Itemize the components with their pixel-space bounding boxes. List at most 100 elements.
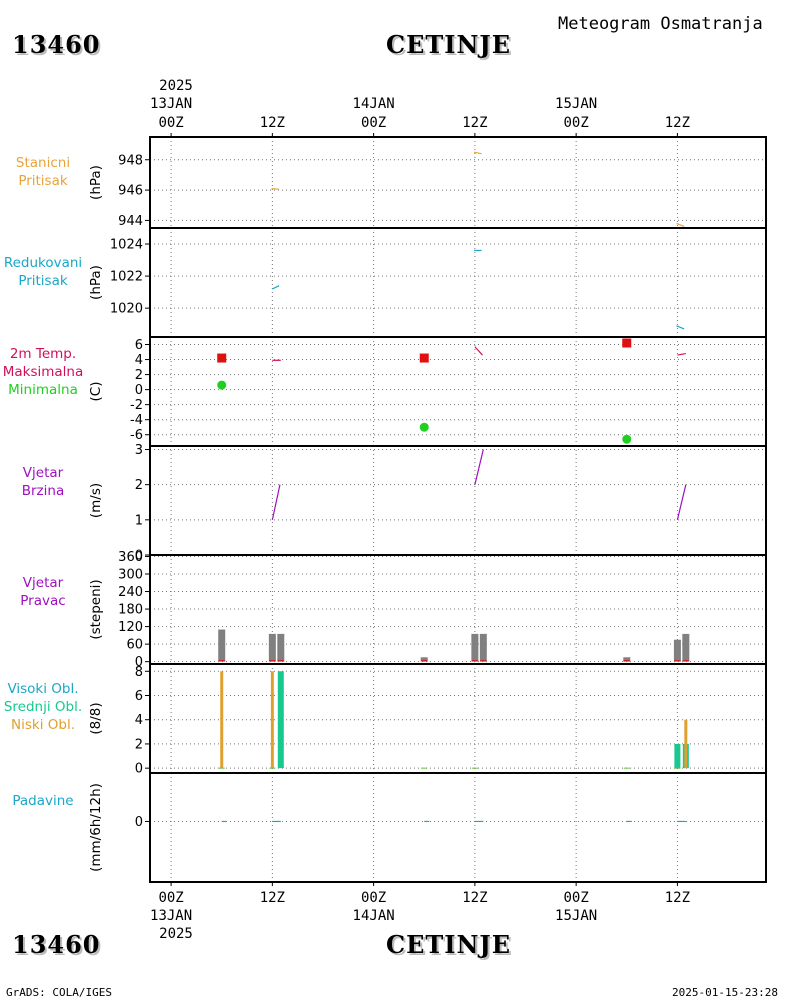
direction-bar <box>471 633 479 662</box>
mid-cloud-bar <box>674 743 681 769</box>
y-tick-label: 4 <box>135 713 143 728</box>
panel-frame <box>149 663 767 774</box>
max-temp-marker <box>419 353 429 363</box>
panel-frame <box>149 772 767 883</box>
footer-station-code: 13460 <box>12 930 101 959</box>
panel-label: Pravac <box>20 593 66 609</box>
direction-bar <box>420 657 428 662</box>
y-tick-label: 120 <box>118 620 143 635</box>
y-tick-label: 0 <box>135 815 143 830</box>
top-hour-label: 12Z <box>462 115 488 131</box>
panel-label: Vjetar <box>22 575 64 591</box>
y-tick-label: 944 <box>118 214 143 229</box>
y-tick-label: 2 <box>135 737 143 752</box>
top-year-label: 2025 <box>159 78 193 94</box>
panel-label: Pritisak <box>18 273 68 289</box>
station-name: CETINJE <box>386 30 512 59</box>
series-line <box>676 484 687 520</box>
y-tick-label: 240 <box>118 585 143 600</box>
min-temp-marker <box>419 422 429 432</box>
panel-label: Redukovani <box>3 255 83 271</box>
panel-frame <box>149 445 767 556</box>
series-line <box>271 187 280 190</box>
panel-label: 2m Temp. <box>9 346 77 362</box>
series-line <box>473 151 482 155</box>
footer-credit: GrADS: COLA/IGES <box>6 986 112 999</box>
series-line <box>271 484 281 520</box>
y-axis-label: (hPa) <box>88 265 104 300</box>
panel-label: Pritisak <box>18 173 68 189</box>
footer-timestamp: 2025-01-15-23:28 <box>672 986 778 999</box>
panel-frame <box>149 336 767 447</box>
y-tick-label: 6 <box>135 338 143 353</box>
mid-cloud-bar <box>277 671 284 769</box>
top-date-label: 15JAN <box>555 96 598 112</box>
series-line <box>474 449 484 485</box>
bottom-hour-label: 12Z <box>259 890 285 906</box>
y-tick-label: 4 <box>135 353 143 368</box>
max-temp-marker <box>217 353 227 363</box>
y-tick-label: 0 <box>135 762 143 777</box>
direction-bar <box>682 633 690 662</box>
top-hour-label: 00Z <box>360 115 387 131</box>
direction-bar <box>479 633 487 662</box>
y-axis-label: (stepeni) <box>88 579 104 639</box>
y-tick-label: 1020 <box>110 302 143 317</box>
bottom-hour-label: 00Z <box>563 890 589 906</box>
y-tick-label: 1022 <box>110 270 143 285</box>
low-cloud-bar <box>684 719 688 769</box>
direction-bar <box>218 629 226 662</box>
y-tick-label: 948 <box>118 153 143 168</box>
top-hour-label: 12Z <box>664 115 691 131</box>
y-tick-label: -4 <box>130 413 143 428</box>
bottom-date-label: 13JAN <box>150 908 193 924</box>
panel-label: Srednji Obl. <box>3 699 83 715</box>
min-temp-marker <box>217 380 227 390</box>
panel-label: Visoki Obl. <box>7 681 79 697</box>
min-temp-marker <box>622 434 632 444</box>
temp-line <box>677 352 686 356</box>
y-tick-label: 300 <box>118 567 143 582</box>
footer-station-name: CETINJE <box>386 930 512 959</box>
y-tick-label: -6 <box>130 428 143 443</box>
y-axis-label: (8/8) <box>88 702 104 734</box>
series-line <box>676 222 685 228</box>
low-cloud-bar <box>220 671 224 769</box>
y-axis-label: (C) <box>88 382 104 402</box>
y-axis-label: (m/s) <box>88 483 104 518</box>
panel-frame <box>149 136 767 229</box>
top-date-label: 14JAN <box>352 96 395 112</box>
y-tick-label: 0 <box>135 655 143 670</box>
panel-label: Stanicni <box>15 155 71 171</box>
panel-label: Niski Obl. <box>11 717 75 733</box>
y-tick-label: 180 <box>118 603 143 618</box>
top-hour-label: 00Z <box>563 115 589 131</box>
direction-bar <box>277 633 285 662</box>
panel-label: Minimalna <box>8 382 78 398</box>
bottom-hour-label: 00Z <box>360 890 387 906</box>
y-axis-label: (mm/6h/12h) <box>88 783 104 872</box>
series-line <box>676 325 685 330</box>
direction-bar <box>673 639 681 662</box>
y-tick-label: 3 <box>135 443 143 458</box>
direction-bar <box>623 657 631 662</box>
panel-label: Brzina <box>21 483 65 499</box>
y-tick-label: 2 <box>135 368 143 383</box>
bottom-hour-label: 12Z <box>664 890 691 906</box>
panel-label: Padavine <box>12 793 74 809</box>
bottom-year-label: 2025 <box>159 926 193 942</box>
top-hour-label: 12Z <box>259 115 285 131</box>
y-tick-label: 0 <box>135 383 143 398</box>
y-tick-label: 0 <box>135 549 143 564</box>
top-date-label: 13JAN <box>150 96 193 112</box>
y-axis-label: (hPa) <box>88 165 104 200</box>
y-tick-label: 8 <box>135 665 143 680</box>
bottom-date-label: 15JAN <box>555 908 598 924</box>
y-tick-label: 360 <box>118 550 143 565</box>
y-tick-label: 1024 <box>110 238 143 253</box>
low-cloud-bar <box>270 671 274 769</box>
panel-label: Maksimalna <box>2 364 84 380</box>
panel-label: Vjetar <box>22 465 64 481</box>
max-temp-marker <box>622 338 632 348</box>
